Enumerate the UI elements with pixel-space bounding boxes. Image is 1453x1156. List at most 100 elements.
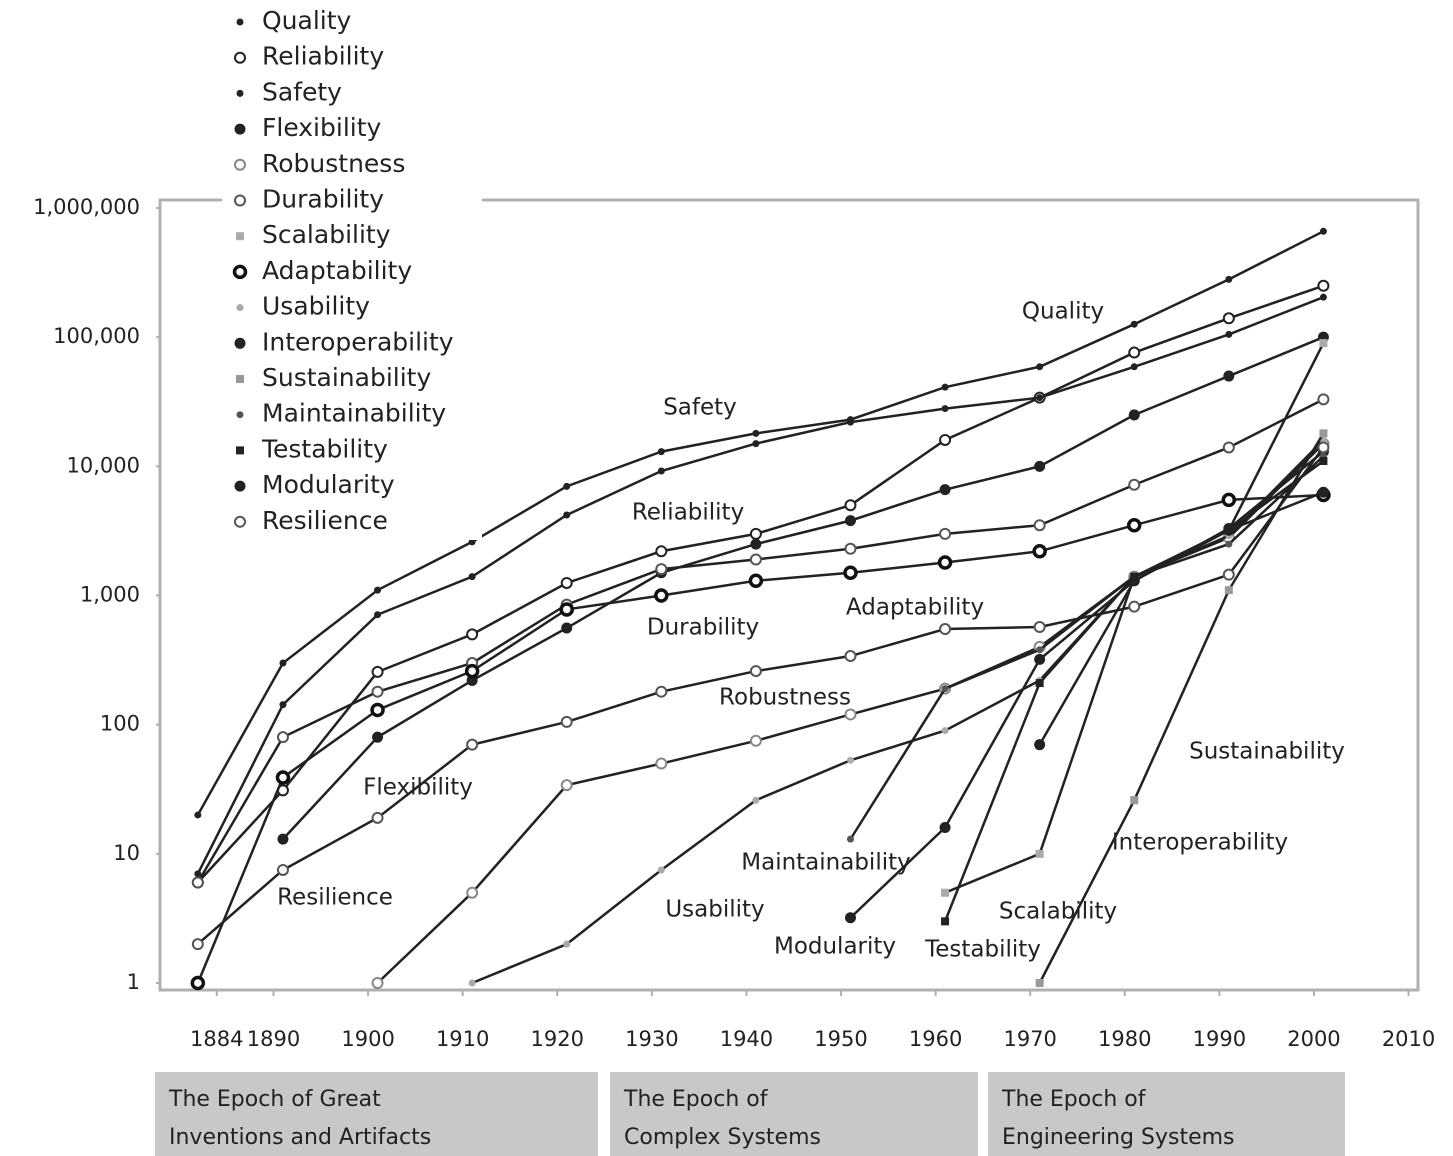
marker [560, 715, 573, 728]
marker [843, 565, 858, 581]
y-tick-label: 1,000,000 [33, 195, 140, 219]
marker [1223, 370, 1235, 382]
legend-marker [234, 158, 246, 171]
legend-marker [236, 89, 244, 97]
marker [1319, 293, 1327, 301]
marker [563, 482, 571, 490]
marker [939, 623, 952, 636]
marker [749, 553, 762, 566]
series-label: Testability [924, 937, 1041, 963]
marker [371, 811, 384, 824]
marker [1225, 330, 1233, 338]
marker [194, 811, 202, 819]
marker [1035, 679, 1044, 688]
marker [561, 622, 573, 634]
legend-marker [236, 375, 244, 383]
marker [941, 685, 949, 693]
marker [1126, 517, 1142, 533]
legend-label: Flexibility [262, 113, 382, 142]
marker [371, 665, 384, 678]
marker [937, 555, 953, 570]
marker [374, 611, 382, 619]
marker [655, 685, 668, 698]
marker [1222, 441, 1235, 454]
marker [1034, 653, 1046, 665]
epoch-label: The Epoch of Great [168, 1087, 381, 1112]
x-tick-label: 1890 [247, 1027, 300, 1051]
marker [276, 863, 289, 876]
epoch-label: Complex Systems [624, 1125, 821, 1150]
series-label: Usability [665, 897, 764, 923]
epoch-box [610, 1072, 978, 1156]
marker [190, 975, 206, 991]
series-line [849, 455, 1325, 840]
marker [844, 499, 857, 512]
legend-marker [236, 232, 244, 241]
x-tick-label: 1970 [1003, 1027, 1056, 1051]
series-label: Modularity [774, 934, 896, 960]
x-tick-label: 1884 [190, 1027, 243, 1051]
legend-marker [234, 480, 246, 492]
marker [560, 779, 573, 792]
marker [464, 663, 480, 679]
marker [371, 977, 384, 989]
marker [1319, 339, 1328, 348]
x-tick-label: 2010 [1382, 1027, 1435, 1051]
marker [1036, 646, 1044, 654]
legend-label: Maintainability [262, 399, 446, 428]
marker [277, 833, 289, 845]
legend-marker [236, 18, 244, 26]
legend-label: Quality [262, 6, 352, 35]
legend-marker [234, 123, 246, 135]
marker [1317, 393, 1330, 406]
x-tick-label: 1930 [625, 1027, 678, 1051]
marker [194, 870, 202, 878]
y-tick-label: 10 [113, 841, 140, 865]
marker [1035, 979, 1044, 987]
x-tick-label: 1960 [909, 1027, 962, 1051]
marker [372, 731, 384, 743]
x-tick-label: 1910 [436, 1027, 489, 1051]
marker [1035, 849, 1044, 858]
legend-label: Modularity [262, 470, 395, 499]
epoch-box [155, 1072, 598, 1156]
marker [750, 538, 762, 550]
marker [748, 573, 764, 589]
marker [276, 731, 289, 744]
legend-label: Scalability [262, 220, 391, 249]
y-tick-label: 100 [100, 712, 140, 736]
marker [939, 821, 951, 833]
series-label: Resilience [277, 885, 393, 911]
marker [191, 876, 204, 889]
legend-marker [236, 446, 244, 455]
marker [749, 665, 762, 678]
marker [1223, 524, 1235, 536]
x-tick-label: 1900 [341, 1027, 394, 1051]
series-label: Maintainability [741, 850, 910, 876]
series-label: Robustness [719, 685, 851, 711]
series-line [282, 336, 1324, 840]
marker [563, 940, 571, 948]
marker [1222, 568, 1235, 581]
marker [1128, 346, 1141, 359]
epoch-box [988, 1072, 1345, 1156]
y-tick-label: 1,000 [80, 583, 140, 607]
legend-label: Durability [262, 185, 384, 214]
legend-marker [234, 51, 246, 64]
marker [844, 650, 857, 663]
epoch-label: The Epoch of [1001, 1087, 1147, 1112]
marker [1319, 429, 1328, 438]
marker [1033, 519, 1046, 532]
marker [1130, 320, 1138, 328]
legend-label: Reliability [262, 42, 384, 71]
marker [563, 511, 571, 519]
legend-bg [222, 4, 482, 540]
marker [844, 542, 857, 555]
marker [939, 433, 952, 446]
marker [275, 770, 291, 785]
marker [752, 440, 760, 448]
legend-label: Resilience [262, 506, 388, 535]
legend-label: Safety [262, 77, 342, 106]
marker [279, 701, 287, 709]
marker [468, 979, 476, 987]
